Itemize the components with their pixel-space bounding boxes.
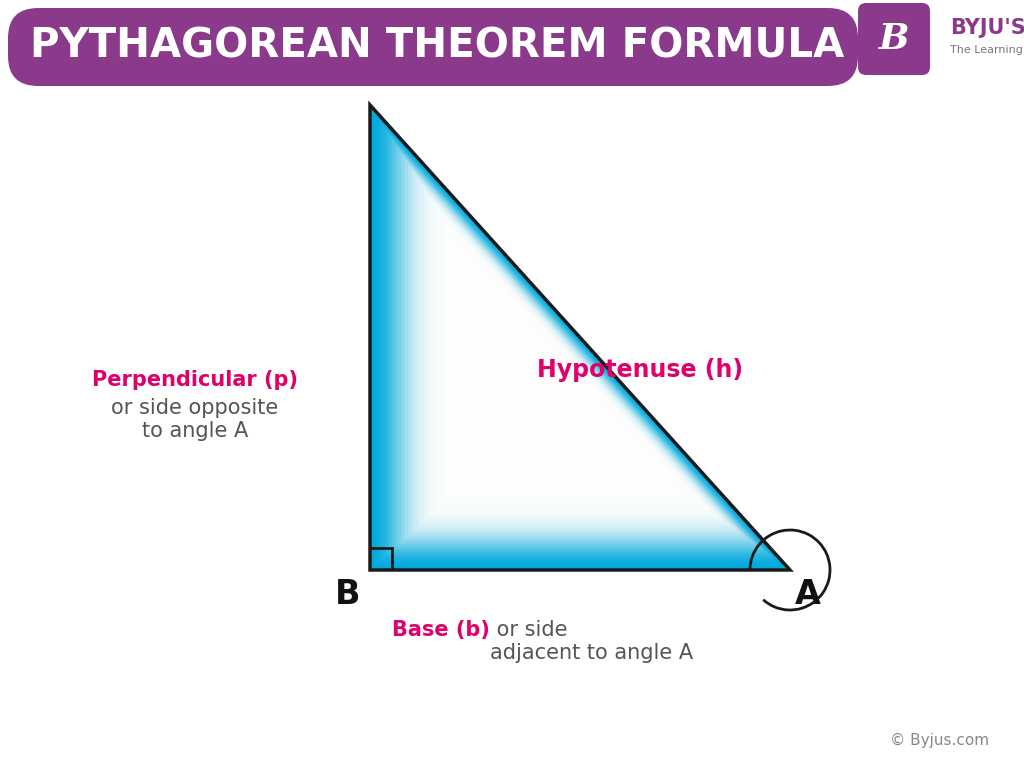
Polygon shape bbox=[548, 378, 575, 409]
Polygon shape bbox=[427, 193, 721, 518]
Polygon shape bbox=[531, 353, 595, 423]
Polygon shape bbox=[408, 164, 744, 535]
Polygon shape bbox=[418, 178, 732, 527]
Text: B: B bbox=[879, 22, 909, 56]
Polygon shape bbox=[398, 149, 756, 544]
Polygon shape bbox=[456, 237, 686, 492]
Polygon shape bbox=[386, 129, 771, 555]
Polygon shape bbox=[490, 290, 644, 461]
Polygon shape bbox=[462, 247, 679, 487]
Polygon shape bbox=[389, 134, 767, 553]
Text: Hypotenuse (h): Hypotenuse (h) bbox=[537, 358, 743, 382]
Polygon shape bbox=[430, 197, 717, 515]
Polygon shape bbox=[424, 188, 725, 521]
Polygon shape bbox=[433, 203, 714, 512]
Text: or side
adjacent to angle A: or side adjacent to angle A bbox=[490, 620, 693, 664]
Polygon shape bbox=[551, 383, 571, 406]
Polygon shape bbox=[439, 212, 706, 507]
Polygon shape bbox=[468, 256, 671, 481]
Polygon shape bbox=[516, 329, 613, 438]
Polygon shape bbox=[415, 174, 736, 530]
Polygon shape bbox=[557, 392, 564, 400]
Polygon shape bbox=[512, 324, 617, 441]
Text: C: C bbox=[354, 60, 379, 93]
Polygon shape bbox=[442, 217, 701, 504]
Polygon shape bbox=[395, 144, 760, 547]
Polygon shape bbox=[544, 373, 580, 412]
Polygon shape bbox=[494, 295, 640, 458]
Polygon shape bbox=[392, 139, 763, 550]
Polygon shape bbox=[383, 124, 775, 558]
Polygon shape bbox=[503, 310, 629, 449]
Polygon shape bbox=[446, 222, 698, 501]
Text: BYJU'S: BYJU'S bbox=[950, 18, 1024, 38]
Polygon shape bbox=[477, 271, 659, 472]
Polygon shape bbox=[554, 388, 567, 403]
Polygon shape bbox=[500, 305, 633, 452]
Text: A: A bbox=[795, 578, 821, 611]
Polygon shape bbox=[453, 232, 690, 495]
Text: Base (b): Base (b) bbox=[392, 620, 490, 640]
Polygon shape bbox=[436, 207, 710, 510]
Polygon shape bbox=[528, 349, 598, 426]
Text: The Learning App: The Learning App bbox=[950, 45, 1024, 55]
Polygon shape bbox=[522, 339, 606, 432]
Polygon shape bbox=[412, 168, 740, 533]
Polygon shape bbox=[497, 300, 637, 455]
Text: or side opposite
to angle A: or side opposite to angle A bbox=[112, 398, 279, 441]
Polygon shape bbox=[519, 334, 610, 435]
Polygon shape bbox=[404, 159, 748, 538]
Polygon shape bbox=[450, 227, 694, 498]
Text: B: B bbox=[335, 578, 360, 611]
Polygon shape bbox=[541, 368, 583, 415]
Polygon shape bbox=[471, 261, 668, 478]
Polygon shape bbox=[370, 105, 790, 570]
Polygon shape bbox=[421, 183, 729, 524]
Polygon shape bbox=[474, 266, 664, 475]
Text: © Byjus.com: © Byjus.com bbox=[891, 733, 989, 748]
Polygon shape bbox=[525, 344, 602, 429]
Polygon shape bbox=[538, 363, 587, 418]
FancyBboxPatch shape bbox=[8, 8, 858, 86]
Text: PYTHAGOREAN THEOREM FORMULA: PYTHAGOREAN THEOREM FORMULA bbox=[30, 27, 844, 67]
Polygon shape bbox=[465, 251, 675, 484]
Polygon shape bbox=[481, 276, 655, 469]
Polygon shape bbox=[509, 319, 622, 443]
Polygon shape bbox=[484, 280, 652, 466]
Polygon shape bbox=[459, 241, 683, 489]
FancyBboxPatch shape bbox=[858, 3, 930, 75]
Polygon shape bbox=[506, 315, 626, 446]
Polygon shape bbox=[401, 154, 752, 541]
Polygon shape bbox=[487, 286, 648, 464]
Text: Perpendicular (p): Perpendicular (p) bbox=[92, 370, 298, 390]
Polygon shape bbox=[535, 359, 591, 421]
